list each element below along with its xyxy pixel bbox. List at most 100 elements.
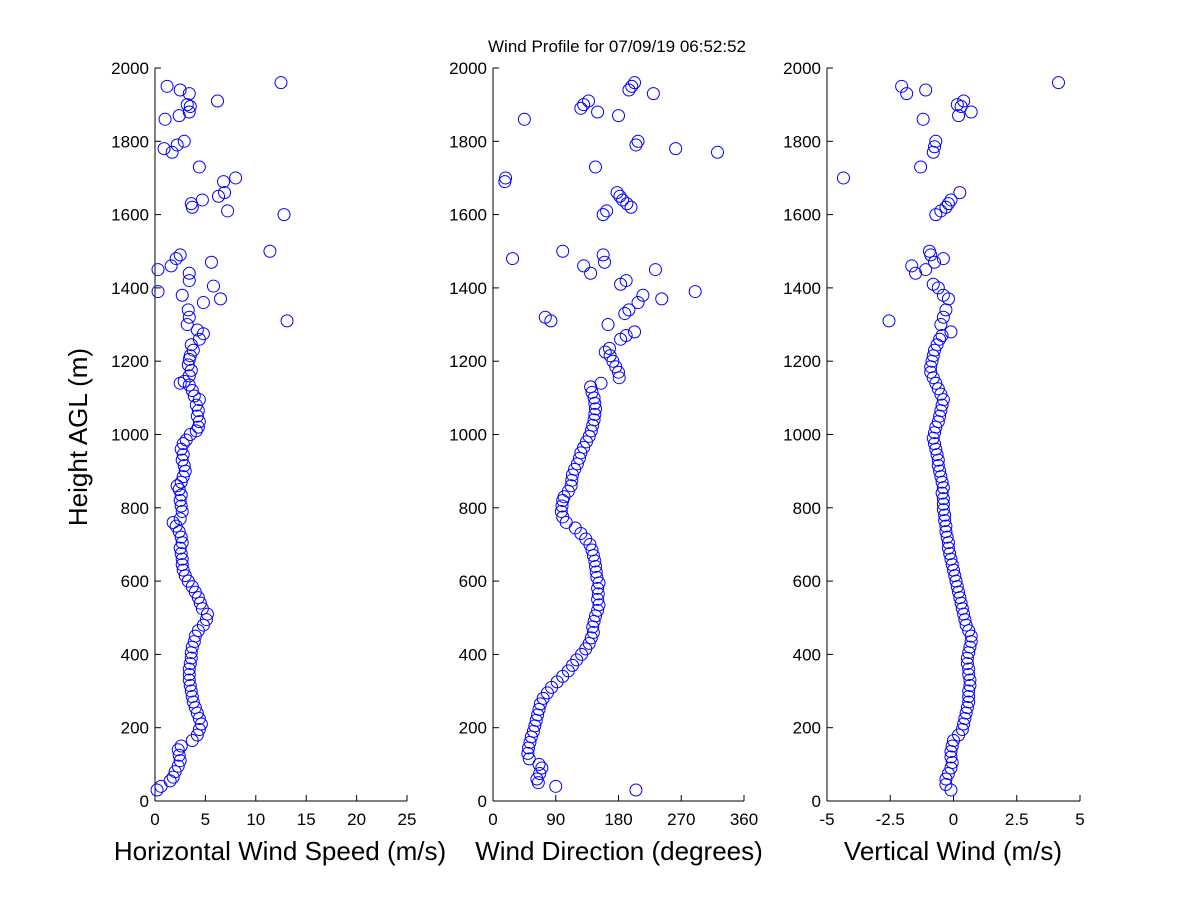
data-point — [945, 756, 959, 770]
data-point — [582, 94, 596, 108]
data-point — [926, 277, 940, 291]
data-point — [151, 263, 165, 277]
data-point — [544, 314, 558, 328]
data-point — [688, 285, 702, 299]
data-point — [939, 525, 953, 539]
data-point — [164, 259, 178, 273]
data-point — [590, 570, 604, 584]
data-point — [166, 515, 180, 529]
x-tick-label: 360 — [730, 810, 758, 829]
data-point — [174, 739, 188, 753]
data-point — [277, 208, 291, 222]
y-tick-label: 0 — [812, 792, 821, 811]
data-point — [963, 673, 977, 687]
x-axis-label-speed: Horizontal Wind Speed (m/s) — [114, 836, 446, 866]
y-tick-label: 200 — [793, 719, 821, 738]
data-point — [964, 105, 978, 119]
data-point — [882, 314, 896, 328]
data-point — [928, 343, 942, 357]
y-tick-label: 1800 — [783, 132, 821, 151]
data-point — [935, 398, 949, 412]
data-point — [173, 541, 187, 555]
data-point — [204, 255, 218, 269]
data-point — [711, 145, 725, 159]
data-point — [600, 204, 614, 218]
data-point — [174, 530, 188, 544]
data-point — [174, 547, 188, 561]
data-point — [836, 171, 850, 185]
data-point — [585, 543, 599, 557]
x-tick-label: -2.5 — [876, 810, 905, 829]
data-point — [192, 160, 206, 174]
data-point — [941, 197, 955, 211]
data-point — [173, 493, 187, 507]
data-point — [182, 274, 196, 288]
data-point — [585, 385, 599, 399]
data-point — [940, 530, 954, 544]
data-point — [176, 563, 190, 577]
data-point — [577, 259, 591, 273]
data-point — [944, 325, 958, 339]
y-tick-label: 1400 — [449, 279, 487, 298]
x-tick-label: 90 — [546, 810, 565, 829]
y-tick-label: 1600 — [783, 206, 821, 225]
data-point — [176, 470, 190, 484]
y-tick-label: 200 — [459, 719, 487, 738]
data-point — [596, 208, 610, 222]
data-point — [171, 743, 185, 757]
y-tick-label: 1200 — [449, 352, 487, 371]
data-point — [598, 255, 612, 269]
data-point — [169, 252, 183, 266]
y-tick-label: 0 — [140, 792, 149, 811]
data-point — [522, 752, 536, 766]
data-point — [916, 112, 930, 126]
data-point — [175, 453, 189, 467]
data-point — [655, 292, 669, 306]
y-tick-label: 1000 — [449, 426, 487, 445]
y-tick-label: 2000 — [111, 59, 149, 78]
x-tick-label: 15 — [297, 810, 316, 829]
axes-speed: 0 200 400 600 800 1000 1200 1400 1600 1800 2000 0 5 1… — [111, 59, 416, 829]
data-point — [210, 94, 224, 108]
data-point — [564, 479, 578, 493]
x-axis-label-vertical: Vertical Wind (m/s) — [844, 836, 1062, 866]
data-point — [944, 750, 958, 764]
axes-vertical: 0 200 400 600 800 1000 1200 1400 1600 1800 2000 -5 -… — [783, 59, 1085, 829]
data-point — [962, 684, 976, 698]
y-tick-label: 2000 — [449, 59, 487, 78]
data-point — [960, 657, 974, 671]
data-point — [924, 365, 938, 379]
data-point — [950, 98, 964, 112]
data-point — [953, 186, 967, 200]
data-point — [939, 200, 953, 214]
points-vertical — [836, 76, 1065, 797]
data-point — [182, 266, 196, 280]
y-axis-label: Height AGL (m) — [63, 348, 93, 526]
data-point — [936, 503, 950, 517]
data-point — [588, 407, 602, 421]
data-point — [172, 109, 186, 123]
data-point — [962, 690, 976, 704]
data-point — [184, 684, 198, 698]
data-point — [628, 325, 642, 339]
data-point — [189, 424, 203, 438]
data-point — [582, 636, 596, 650]
data-point — [274, 76, 288, 90]
data-point — [177, 134, 191, 148]
data-point — [629, 138, 643, 152]
x-tick-label: 2.5 — [1005, 810, 1029, 829]
data-point — [669, 142, 683, 156]
data-point — [598, 345, 612, 359]
y-tick-label: 1800 — [449, 132, 487, 151]
data-point — [936, 497, 950, 511]
data-point — [935, 329, 949, 343]
data-point — [591, 603, 605, 617]
data-point — [176, 437, 190, 451]
data-point — [931, 382, 945, 396]
data-point — [922, 244, 936, 258]
data-point — [185, 690, 199, 704]
data-point — [191, 420, 205, 434]
x-tick-label: 20 — [347, 810, 366, 829]
data-point — [521, 746, 535, 760]
